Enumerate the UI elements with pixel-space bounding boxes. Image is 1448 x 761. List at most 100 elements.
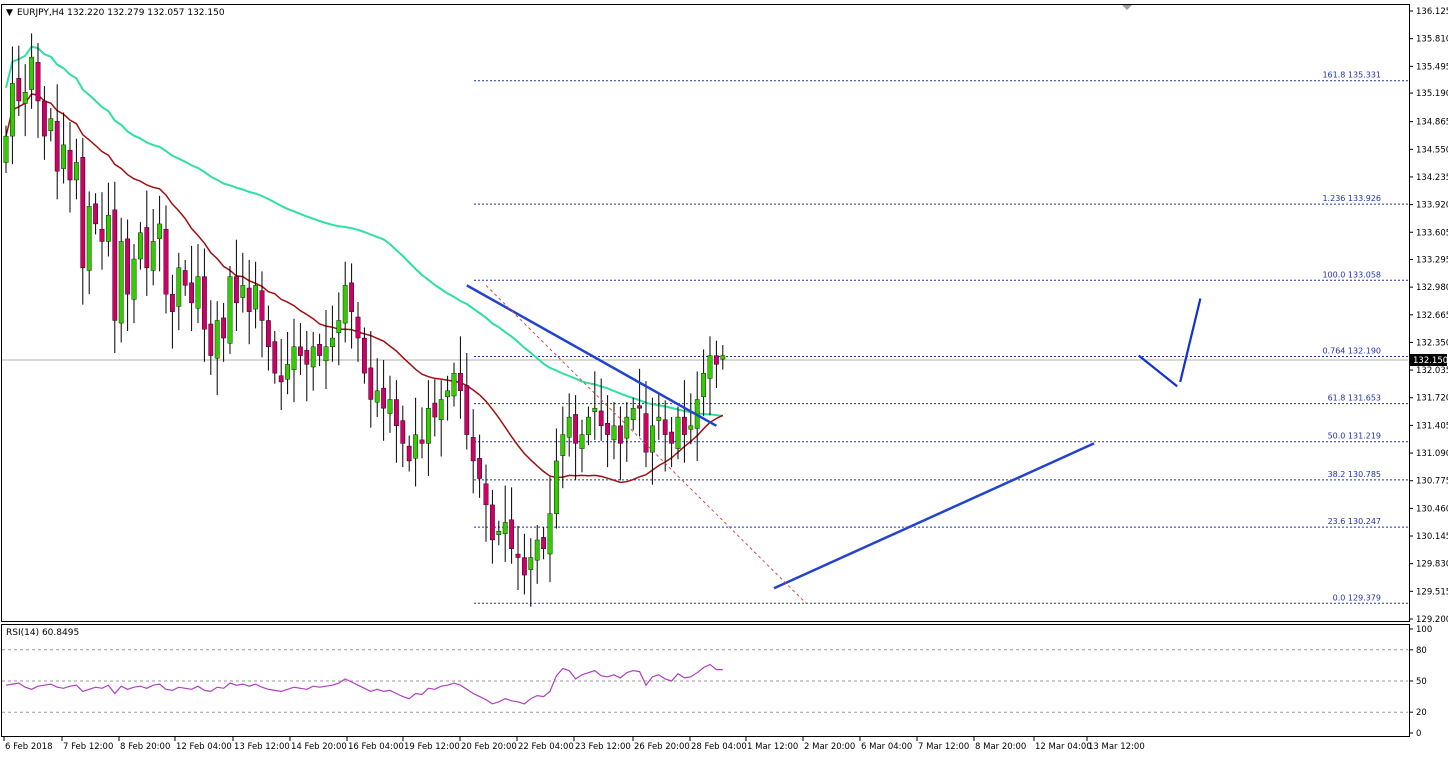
time-tick-label: 14 Feb 20:00 [291, 742, 347, 752]
bull-candle [688, 425, 694, 430]
bull-candle [675, 416, 681, 449]
bear-candle [304, 350, 310, 365]
price-tick-label: 129.515 [1416, 587, 1448, 597]
bull-candle [253, 285, 258, 310]
bear-candle [605, 423, 611, 435]
bear-candle [381, 387, 386, 409]
fib-level-label: 23.6 130.247 [1328, 517, 1381, 526]
bull-candle [131, 258, 137, 300]
bull-candle [330, 337, 335, 348]
ma-slow-line [5, 45, 723, 417]
rsi-tick-label: 0 [1416, 729, 1421, 739]
bull-candle [650, 425, 655, 453]
fib-level-label: 61.8 131.653 [1328, 394, 1381, 403]
rsi-layer: 100 80 50 20 0 [2, 625, 1432, 739]
bear-candle [266, 320, 271, 348]
bull-candle [701, 372, 707, 398]
bull-candle [195, 276, 201, 309]
price-tick-label: 133.605 [1416, 228, 1448, 238]
time-tick-label: 26 Feb 20:00 [634, 742, 690, 752]
bull-candle [592, 408, 598, 412]
bull-candle [720, 355, 726, 360]
bear-candle [246, 287, 252, 312]
bull-candle [48, 118, 54, 132]
bear-candle [470, 437, 476, 462]
bear-candle [125, 238, 131, 295]
bear-candle [259, 290, 265, 321]
fib-level-label: 50.0 131.219 [1328, 432, 1381, 441]
bull-candle [29, 56, 34, 90]
bull-candle [547, 513, 553, 555]
fib-level-label: 0.764 132.190 [1322, 346, 1381, 355]
current-price-box [1409, 353, 1447, 366]
bull-candle [285, 364, 290, 380]
bull-candle [336, 320, 342, 333]
bear-candle [515, 553, 521, 558]
rsi-tick-label: 80 [1416, 646, 1427, 656]
bear-candle [682, 416, 687, 435]
time-tick-label: 6 Mar 04:00 [861, 742, 912, 752]
time-tick-label: 1 Mar 12:00 [747, 742, 798, 752]
bull-candle [214, 320, 220, 359]
time-tick-label: 22 Feb 04:00 [518, 742, 574, 752]
time-tick-label: 7 Mar 12:00 [918, 742, 969, 752]
bull-candle [22, 92, 28, 104]
bull-candle [534, 539, 540, 561]
price-tick-label: 132.035 [1416, 366, 1448, 376]
bull-candle [240, 285, 246, 298]
bull-candle [611, 425, 617, 441]
time-tick-label: 16 Feb 04:00 [348, 742, 404, 752]
bear-candle [189, 282, 194, 304]
bull-candle [451, 372, 457, 397]
bear-candle [221, 317, 226, 339]
bull-candle [150, 241, 156, 271]
bull-candle [496, 531, 502, 535]
price-tick-label: 133.295 [1416, 255, 1448, 265]
bear-candle [278, 375, 284, 383]
price-tick-label: 131.090 [1416, 449, 1448, 459]
time-tick-label: 2 Mar 20:00 [804, 742, 855, 752]
bear-candle [458, 372, 463, 391]
bear-candle [208, 323, 214, 356]
bear-candle [669, 431, 675, 444]
bear-candle [573, 414, 579, 444]
bear-candle [233, 276, 239, 304]
price-tick-label: 133.920 [1416, 201, 1448, 211]
price-tick-label: 135.495 [1416, 62, 1448, 72]
time-tick-label: 23 Feb 12:00 [575, 742, 631, 752]
bear-candle [317, 343, 322, 356]
price-tick-label: 130.775 [1416, 477, 1448, 487]
bear-candle [598, 410, 604, 427]
forecast-down-stroke [1138, 354, 1178, 388]
scroll-marker-icon[interactable] [1122, 5, 1132, 10]
bear-candle [169, 293, 175, 312]
bear-candle [93, 203, 99, 225]
bear-candle [362, 337, 367, 374]
bear-candle [394, 399, 399, 427]
price-tick-label: 135.810 [1416, 35, 1448, 45]
bull-candle [227, 276, 233, 344]
bull-candle [86, 206, 92, 271]
bear-candle [80, 156, 86, 269]
bull-candle [707, 355, 713, 379]
bull-candle [586, 416, 591, 435]
bear-candle [714, 355, 719, 365]
time-tick-label: 12 Mar 04:00 [1035, 742, 1092, 752]
bear-candle [99, 228, 105, 242]
bear-candle [464, 385, 470, 435]
rsi-tick-label: 20 [1416, 708, 1427, 718]
bull-candle [560, 434, 566, 456]
current-price-label: 132.150 [1413, 356, 1448, 366]
bear-candle [637, 405, 643, 409]
fib-level-label: 38.2 130.785 [1328, 470, 1381, 479]
header-arrow-icon[interactable]: ▼ [6, 8, 13, 18]
time-axis: 6 Feb 2018 7 Feb 12:00 8 Feb 20:00 12 Feb 0… [3, 737, 1145, 752]
bull-candle [3, 135, 9, 163]
bear-candle [400, 420, 406, 444]
price-tick-label: 134.235 [1416, 173, 1448, 183]
fib-level-label: 1.236 133.926 [1322, 194, 1381, 203]
bear-candle [112, 209, 118, 321]
price-tick-label: 129.830 [1416, 560, 1448, 570]
bull-candle [157, 223, 162, 240]
